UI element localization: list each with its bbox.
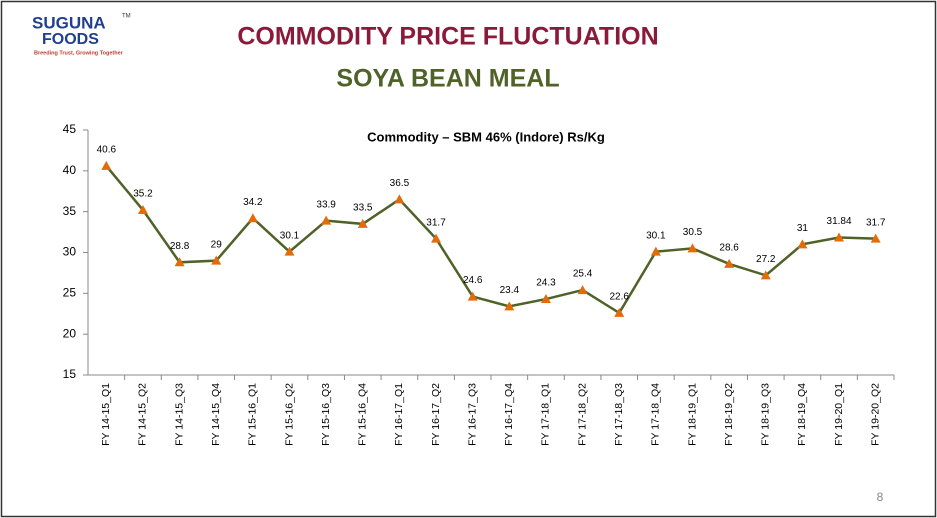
slide-title: COMMODITY PRICE FLUCTUATION <box>237 23 658 51</box>
logo-tagline: Breeding Trust, Growing Together <box>34 50 124 56</box>
marker <box>211 255 222 265</box>
x-tick-label: FY 16-17_Q2 <box>430 383 442 446</box>
x-tick-label: FY 18-19_Q4 <box>796 383 808 446</box>
data-label: 28.8 <box>170 241 190 252</box>
x-tick-label: FY 15-16_Q2 <box>283 383 295 446</box>
data-label: 36.5 <box>390 178 410 189</box>
logo-sub: FOODS <box>42 31 99 48</box>
marker <box>137 205 148 215</box>
y-tick-label: 20 <box>63 326 77 340</box>
data-label: 30.1 <box>646 230 666 241</box>
data-label: 30.5 <box>683 227 703 238</box>
x-tick-label: FY 15-16_Q1 <box>247 383 259 446</box>
x-tick-label: FY 14-15_Q1 <box>100 383 112 446</box>
marker <box>101 160 112 170</box>
x-tick-label: FY 17-18_Q3 <box>613 383 625 446</box>
marker <box>687 243 698 253</box>
marker <box>760 270 771 280</box>
data-label: 29 <box>211 239 223 250</box>
x-tick-label: FY 16-17_Q4 <box>503 383 515 446</box>
marker <box>797 239 808 249</box>
x-tick-label: FY 17-18_Q4 <box>650 383 662 446</box>
y-tick-label: 35 <box>63 204 77 218</box>
y-tick-label: 40 <box>63 163 77 177</box>
x-tick-label: FY 19-20_Q1 <box>833 383 845 446</box>
logo: SUGUNA TM FOODS Breeding Trust, Growing … <box>32 13 131 56</box>
x-tick-label: FY 18-19_Q2 <box>723 383 735 446</box>
marker <box>394 194 405 204</box>
x-tick-label: FY 15-16_Q3 <box>320 383 332 446</box>
x-tick-label: FY 14-15_Q2 <box>137 383 149 446</box>
data-label: 22.6 <box>609 292 629 303</box>
x-tick-label: FY 17-18_Q2 <box>576 383 588 446</box>
data-label: 33.9 <box>316 199 336 210</box>
y-tick-label: 15 <box>63 367 77 381</box>
marker <box>614 307 625 317</box>
data-label: 31 <box>797 223 809 234</box>
data-label: 35.2 <box>133 189 153 200</box>
marker <box>321 215 332 225</box>
marker <box>247 213 258 223</box>
marker <box>504 301 515 311</box>
marker <box>650 246 661 256</box>
logo-name: SUGUNA <box>32 13 106 32</box>
x-tick-label: FY 19-20_Q2 <box>869 383 881 446</box>
x-tick-label: FY 18-19_Q1 <box>686 383 698 446</box>
marker <box>724 258 735 268</box>
data-label: 28.6 <box>719 243 739 254</box>
marker <box>834 232 845 242</box>
data-label: 25.4 <box>573 269 593 280</box>
logo-trademark: TM <box>122 14 131 20</box>
data-label: 24.3 <box>536 278 556 289</box>
marker <box>467 291 478 301</box>
x-tick-label: FY 18-19_Q3 <box>760 383 772 446</box>
data-label: 23.4 <box>500 285 520 296</box>
x-tick-label: FY 15-16_Q4 <box>357 383 369 446</box>
data-label: 31.7 <box>426 217 446 228</box>
marker <box>577 285 588 295</box>
marker <box>431 233 442 243</box>
y-tick-label: 25 <box>63 286 77 300</box>
chart-title: Commodity – SBM 46% (Indore) Rs/Kg <box>367 129 605 144</box>
data-label: 31.84 <box>827 216 852 227</box>
x-tick-label: FY 16-17_Q1 <box>393 383 405 446</box>
marker <box>357 218 368 228</box>
data-label: 30.1 <box>280 230 300 241</box>
data-label: 33.5 <box>353 203 373 214</box>
x-tick-label: FY 14-15_Q3 <box>173 383 185 446</box>
marker <box>284 246 295 256</box>
data-label: 31.7 <box>866 217 886 228</box>
marker <box>540 294 551 304</box>
x-tick-label: FY 16-17_Q3 <box>466 383 478 446</box>
y-tick-label: 30 <box>63 245 77 259</box>
data-label: 24.6 <box>463 275 483 286</box>
page-number: 8 <box>877 490 884 504</box>
x-tick-label: FY 14-15_Q4 <box>210 383 222 446</box>
line <box>105 165 876 315</box>
marker <box>174 257 185 267</box>
marker <box>870 233 881 243</box>
data-label: 40.6 <box>97 145 117 156</box>
x-tick-label: FY 17-18_Q1 <box>540 383 552 446</box>
slide-subtitle: SOYA BEAN MEAL <box>336 65 559 93</box>
y-tick-label: 45 <box>63 122 77 136</box>
data-label: 34.2 <box>243 197 263 208</box>
data-label: 27.2 <box>756 254 776 265</box>
